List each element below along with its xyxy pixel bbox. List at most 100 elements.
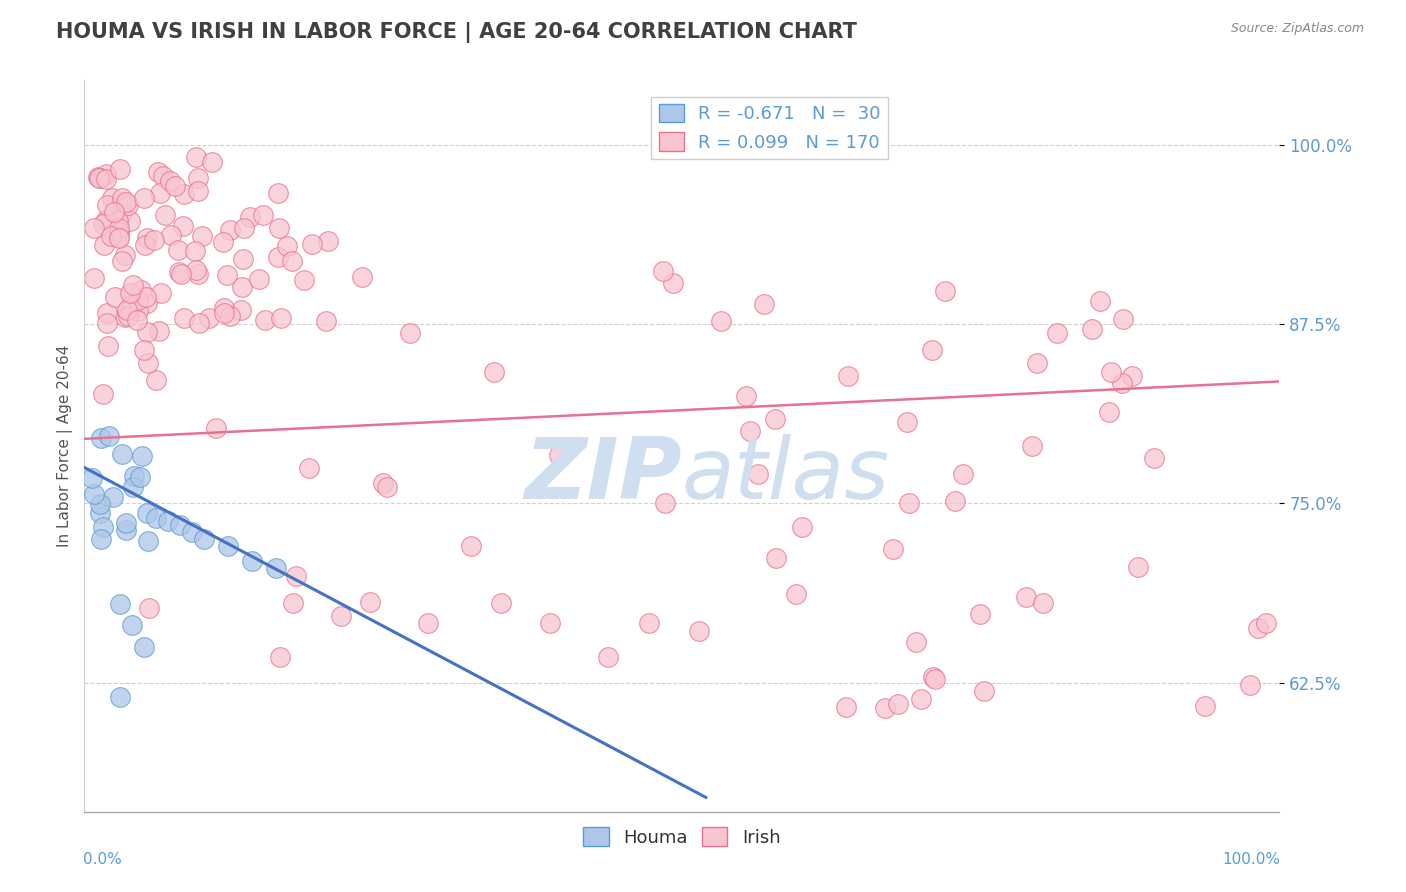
Point [138,601,160,615]
Point [135,290,157,304]
Point [267,186,290,200]
Point [134,237,156,252]
Point [375,480,398,494]
Point [101,490,124,504]
Point [166,244,188,258]
Point [298,461,321,475]
Point [187,171,209,186]
Point [167,265,190,279]
Point [96,306,118,320]
Point [136,506,159,520]
Point [89,171,111,186]
Point [330,609,353,624]
Point [91,387,114,401]
Point [359,594,381,608]
Point [218,309,240,323]
Point [188,316,211,330]
Point [86,170,108,185]
Point [89,497,111,511]
Point [882,542,904,557]
Point [100,228,122,243]
Point [1246,621,1268,635]
Point [131,450,153,464]
Point [252,208,274,222]
Point [1254,616,1277,631]
Point [837,369,859,384]
Point [153,208,176,222]
Point [83,487,105,501]
Point [108,225,131,239]
Point [108,161,131,176]
Point [371,475,394,490]
Point [103,205,125,219]
Point [115,524,138,538]
Point [1239,678,1261,692]
Point [399,326,422,340]
Point [97,428,120,442]
Point [1032,596,1054,610]
Point [285,569,308,583]
Point [83,221,105,235]
Point [173,187,195,202]
Point [538,616,561,631]
Point [135,325,157,339]
Point [173,310,195,325]
Point [292,273,315,287]
Point [212,306,235,320]
Point [1121,368,1143,383]
Point [83,270,105,285]
Point [145,373,167,387]
Point [101,191,124,205]
Point [738,425,761,439]
Point [107,214,129,228]
Point [110,597,132,611]
Point [217,268,239,282]
Point [1128,559,1150,574]
Point [111,191,134,205]
Point [489,596,512,610]
Point [108,230,131,244]
Point [135,296,157,310]
Point [122,469,145,483]
Point [181,524,204,539]
Point [1099,365,1122,379]
Point [1098,405,1121,419]
Point [952,467,974,482]
Point [267,250,290,264]
Point [108,231,131,245]
Point [96,198,118,212]
Point [1090,293,1112,308]
Text: HOUMA VS IRISH IN LABOR FORCE | AGE 20-64 CORRELATION CHART: HOUMA VS IRISH IN LABOR FORCE | AGE 20-6… [56,22,858,44]
Point [688,624,710,638]
Point [785,587,807,601]
Point [117,310,139,324]
Point [115,516,138,531]
Point [662,277,685,291]
Point [247,272,270,286]
Point [122,278,145,293]
Point [190,228,212,243]
Point [896,415,918,429]
Point [160,227,183,242]
Point [121,480,143,494]
Point [281,595,304,609]
Point [134,343,156,357]
Point [94,171,117,186]
Text: 0.0%: 0.0% [83,852,122,867]
Point [752,297,775,311]
Point [264,561,287,575]
Point [969,607,991,621]
Point [96,167,118,181]
Point [169,517,191,532]
Point [652,264,675,278]
Point [232,252,254,266]
Point [763,411,786,425]
Point [91,520,114,534]
Point [120,298,142,312]
Point [186,150,208,164]
Point [149,186,172,200]
Point [233,220,256,235]
Point [460,539,482,553]
Point [132,640,156,654]
Point [921,670,943,684]
